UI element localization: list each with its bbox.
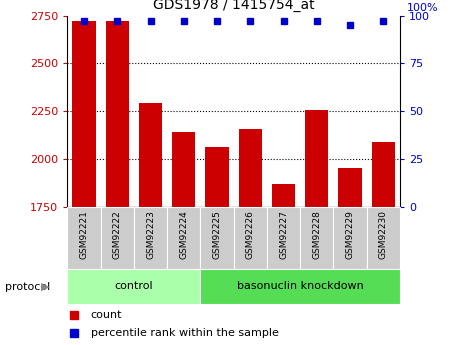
Text: GSM92227: GSM92227	[279, 210, 288, 259]
Bar	[233, 207, 267, 269]
Bar	[139, 103, 162, 207]
Bar	[134, 207, 167, 269]
Text: GSM92224: GSM92224	[179, 210, 188, 259]
Bar	[333, 207, 366, 269]
Bar	[239, 129, 262, 207]
Text: percentile rank within the sample: percentile rank within the sample	[91, 328, 279, 338]
Text: GSM92225: GSM92225	[213, 210, 221, 259]
Text: basonuclin knockdown: basonuclin knockdown	[237, 282, 364, 291]
Bar	[67, 207, 100, 269]
Text: ▶: ▶	[41, 282, 49, 292]
Bar	[67, 269, 200, 304]
Text: control: control	[114, 282, 153, 291]
Bar	[106, 21, 129, 207]
Bar	[73, 21, 96, 207]
Bar	[200, 269, 400, 304]
Bar	[167, 207, 200, 269]
Text: GSM92222: GSM92222	[113, 210, 122, 259]
Bar	[200, 207, 233, 269]
Bar	[172, 132, 195, 207]
Text: GSM92221: GSM92221	[80, 210, 88, 259]
Bar	[366, 207, 400, 269]
Bar	[272, 184, 295, 207]
Text: GSM92228: GSM92228	[312, 210, 321, 259]
Text: 100%: 100%	[407, 3, 438, 13]
Text: GSM92223: GSM92223	[146, 210, 155, 259]
Text: GSM92226: GSM92226	[246, 210, 255, 259]
Text: protocol: protocol	[5, 282, 50, 292]
Bar	[206, 147, 229, 207]
Bar	[100, 207, 134, 269]
Text: GSM92230: GSM92230	[379, 210, 388, 259]
Bar	[339, 168, 362, 207]
Text: count: count	[91, 310, 122, 320]
Title: GDS1978 / 1415754_at: GDS1978 / 1415754_at	[153, 0, 314, 12]
Bar	[372, 142, 395, 207]
Bar	[267, 207, 300, 269]
Bar	[300, 207, 333, 269]
Bar	[305, 110, 328, 207]
Text: GSM92229: GSM92229	[345, 210, 354, 259]
